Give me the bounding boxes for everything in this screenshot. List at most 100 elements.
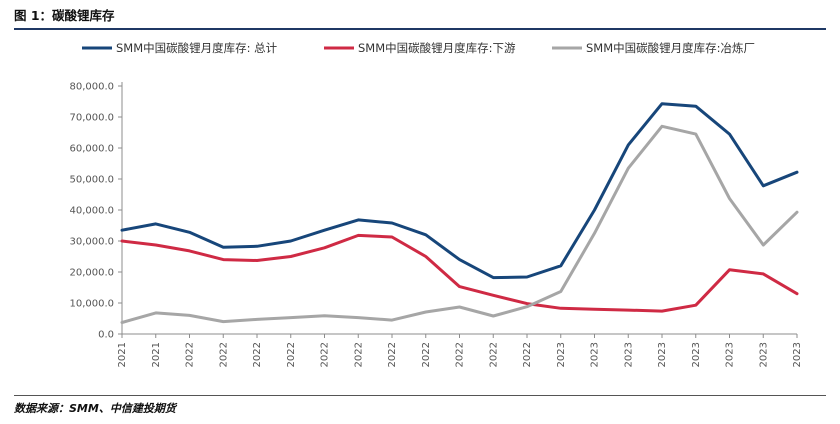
chart-axes: 0.0 10,000.0 20,000.0 30,000.0 40,000.0 50,00…: [69, 82, 803, 368]
series-3-point: [458, 306, 461, 309]
series-3-point: [222, 320, 225, 323]
series-1-point: [289, 240, 292, 243]
x-tick-label: 2023: [556, 342, 567, 367]
series-3-point: [391, 319, 394, 322]
series-2-point: [492, 294, 495, 297]
series-3-point: [357, 316, 360, 319]
series-1-point: [222, 246, 225, 249]
series-3-point: [289, 316, 292, 319]
y-tick-label: 60,000.0: [69, 144, 114, 155]
series-2-point: [559, 307, 562, 310]
x-tick-label: 2022: [320, 342, 331, 367]
series-2-point: [424, 255, 427, 258]
x-tick-label: 2022: [387, 342, 398, 367]
series-1-point: [424, 233, 427, 236]
series-1-point: [188, 231, 191, 234]
series-line-3: [120, 124, 799, 324]
series-2-point: [154, 244, 157, 247]
y-tick-label: 10,000.0: [69, 299, 114, 310]
series-2-point: [188, 249, 191, 252]
x-tick-label: 2022: [185, 342, 196, 367]
series-3-point: [593, 232, 596, 235]
figure-title: 图 1：碳酸锂库存: [14, 8, 115, 23]
series-3-point: [424, 310, 427, 313]
series-3-point: [627, 167, 630, 170]
series-2-point: [121, 240, 124, 243]
series-2-point: [222, 258, 225, 261]
series-2-point: [728, 268, 731, 271]
x-tick-label: 2023: [691, 342, 702, 367]
series-3-point: [661, 125, 664, 128]
x-tick-label: 2022: [522, 342, 533, 367]
series-2-point: [627, 309, 630, 312]
series-2-point: [593, 308, 596, 311]
series-1-point: [694, 105, 697, 108]
chart-legend: SMM中国碳酸锂月度库存: 总计 SMM中国碳酸锂月度库存:下游 SMM中国碳酸锂月…: [82, 41, 755, 55]
y-tick-label: 70,000.0: [69, 113, 114, 124]
series-2-point: [256, 259, 259, 262]
series-1-point: [728, 133, 731, 136]
series-2-point: [458, 285, 461, 288]
y-tick-label: 20,000.0: [69, 268, 114, 279]
series-1-point: [492, 276, 495, 279]
series-3-point: [154, 311, 157, 314]
series-layer: [120, 102, 799, 324]
x-tick-label: 2022: [353, 342, 364, 367]
y-tick-label: 40,000.0: [69, 206, 114, 217]
series-3-point: [559, 290, 562, 293]
series-1-point: [121, 229, 124, 232]
x-tick-label: 2023: [792, 342, 803, 367]
series-3-point: [694, 133, 697, 136]
x-tick-label: 2021: [117, 342, 128, 367]
series-2-point: [289, 255, 292, 258]
x-tick-label: 2022: [455, 342, 466, 367]
y-tick-label: 80,000.0: [69, 82, 114, 93]
series-1-point: [762, 184, 765, 187]
series-2-point: [694, 304, 697, 307]
y-tick-label: 30,000.0: [69, 237, 114, 248]
line-chart: SMM中国碳酸锂月度库存: 总计 SMM中国碳酸锂月度库存:下游 SMM中国碳酸锂月…: [69, 41, 803, 368]
series-line-1: [120, 102, 799, 280]
series-2-point: [323, 246, 326, 249]
x-tick-label: 2022: [488, 342, 499, 367]
series-2-point: [391, 235, 394, 238]
series-3-point: [256, 318, 259, 321]
series-3-point: [188, 314, 191, 317]
series-line-2: [120, 233, 799, 313]
series-1-point: [391, 222, 394, 225]
x-tick-label: 2023: [657, 342, 668, 367]
series-3-point: [796, 211, 799, 214]
series-3-point: [323, 314, 326, 317]
x-tick-label: 2023: [725, 342, 736, 367]
series-1-point: [256, 245, 259, 248]
series-1-point: [661, 102, 664, 105]
series-2-point: [796, 292, 799, 295]
title-rule: [14, 28, 826, 30]
source-rule: [14, 395, 826, 396]
x-tick-label: 2021: [151, 342, 162, 367]
series-2-point: [661, 310, 664, 313]
series-1-point: [593, 209, 596, 212]
series-1-point: [323, 229, 326, 232]
x-tick-label: 2023: [758, 342, 769, 367]
series-1-point: [357, 218, 360, 221]
series-3-point: [492, 315, 495, 318]
x-tick-label: 2022: [286, 342, 297, 367]
legend-label-2: SMM中国碳酸锂月度库存:下游: [358, 41, 516, 55]
series-3-point: [728, 197, 731, 200]
x-tick-label: 2022: [421, 342, 432, 367]
series-1-point: [154, 222, 157, 225]
legend-label-3: SMM中国碳酸锂月度库存:冶炼厂: [586, 41, 755, 55]
y-tick-label: 0.0: [98, 330, 114, 341]
series-1-point: [627, 143, 630, 146]
series-3-point: [762, 244, 765, 247]
legend-label-1: SMM中国碳酸锂月度库存: 总计: [116, 41, 278, 55]
series-2-point: [357, 234, 360, 237]
x-tick-label: 2023: [590, 342, 601, 367]
series-2-point: [762, 272, 765, 275]
series-3-point: [121, 321, 124, 324]
series-3-point: [526, 305, 529, 308]
series-1-point: [526, 275, 529, 278]
x-tick-label: 2023: [623, 342, 634, 367]
x-tick-label: 2022: [218, 342, 229, 367]
